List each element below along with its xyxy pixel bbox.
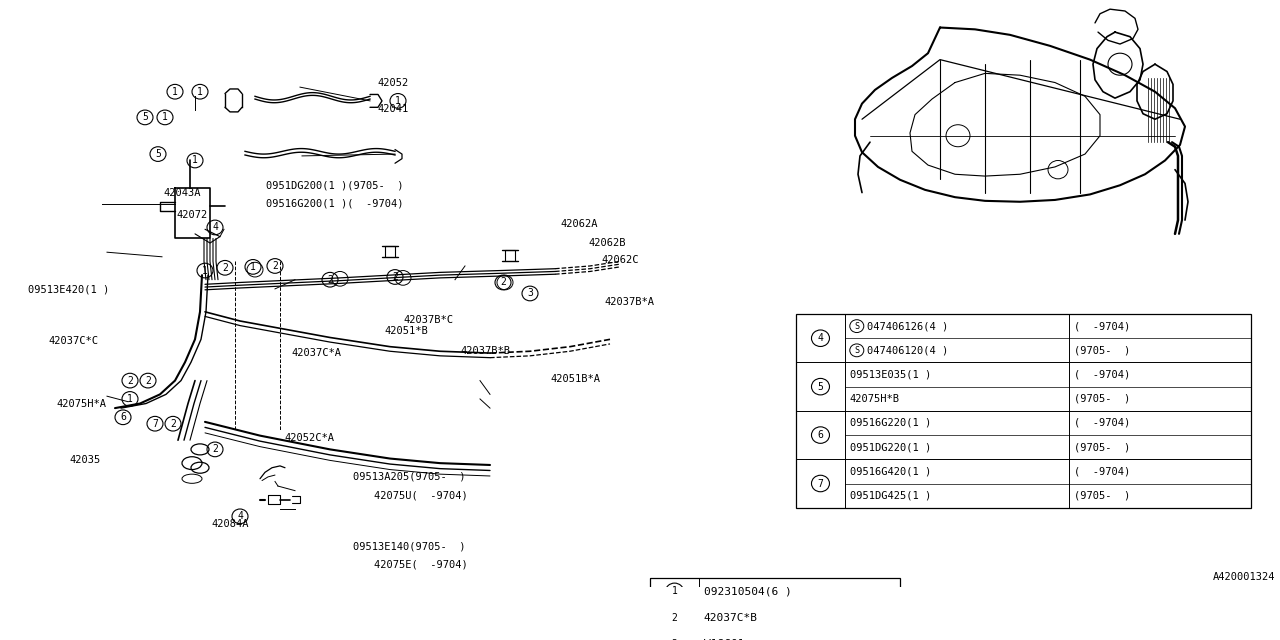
Text: 42052C*A: 42052C*A [284, 433, 334, 443]
Text: 42075U(  -9704): 42075U( -9704) [374, 490, 467, 500]
Text: 7: 7 [152, 419, 157, 429]
Text: 42084A: 42084A [211, 520, 248, 529]
Text: 1: 1 [192, 156, 198, 166]
Text: 092310504(6 ): 092310504(6 ) [704, 586, 791, 596]
Text: 4: 4 [818, 333, 823, 343]
Text: 42037C*C: 42037C*C [49, 336, 99, 346]
Text: 4: 4 [212, 223, 218, 232]
Text: 3: 3 [672, 639, 677, 640]
Text: 42037B*C: 42037B*C [403, 315, 453, 325]
Text: 0951DG220(1 ): 0951DG220(1 ) [850, 442, 931, 452]
Text: 1: 1 [197, 86, 204, 97]
Text: A420001324: A420001324 [1212, 572, 1275, 582]
Text: 42075H*B: 42075H*B [850, 394, 900, 404]
Text: 2: 2 [328, 275, 333, 285]
Text: 2: 2 [672, 612, 677, 623]
Text: 09516G220(1 ): 09516G220(1 ) [850, 418, 931, 428]
Text: (9705-  ): (9705- ) [1074, 394, 1130, 404]
Text: 09513A205(9705-  ): 09513A205(9705- ) [353, 471, 466, 481]
Text: 09513E420(1 ): 09513E420(1 ) [28, 284, 109, 294]
Text: 2: 2 [273, 261, 278, 271]
Text: 2: 2 [212, 444, 218, 454]
Text: 6: 6 [120, 412, 125, 422]
Text: (9705-  ): (9705- ) [1074, 442, 1130, 452]
Text: 5: 5 [142, 113, 148, 122]
Text: 1: 1 [163, 113, 168, 122]
Text: 42037B*B: 42037B*B [461, 346, 511, 356]
Text: 2: 2 [392, 272, 398, 282]
Text: (9705-  ): (9705- ) [1074, 491, 1130, 500]
Text: 1: 1 [202, 266, 207, 276]
Text: 42041: 42041 [378, 104, 408, 115]
Text: S: S [854, 346, 859, 355]
Text: 1: 1 [172, 86, 178, 97]
Text: 42052: 42052 [378, 78, 408, 88]
Text: 42075H*A: 42075H*A [56, 399, 106, 409]
Text: 42062B: 42062B [589, 237, 626, 248]
Text: 42062C: 42062C [602, 255, 639, 266]
Text: 09513E035(1 ): 09513E035(1 ) [850, 369, 931, 380]
Text: 1: 1 [396, 96, 401, 106]
Text: (9705-  ): (9705- ) [1074, 346, 1130, 355]
Text: 5: 5 [818, 381, 823, 392]
Text: 2: 2 [500, 278, 506, 287]
Text: 1: 1 [250, 262, 256, 272]
Text: 42051*B: 42051*B [384, 326, 428, 337]
Text: (  -9704): ( -9704) [1074, 418, 1130, 428]
Text: 1: 1 [127, 394, 133, 404]
Text: 42037C*A: 42037C*A [292, 348, 342, 358]
Text: 42043A: 42043A [164, 188, 201, 198]
Text: 42072: 42072 [177, 209, 207, 220]
Bar [650, 578, 900, 640]
Text: 09516G200(1 )(  -9704): 09516G200(1 )( -9704) [266, 198, 403, 209]
Text: 09516G420(1 ): 09516G420(1 ) [850, 467, 931, 476]
Text: 4: 4 [237, 511, 243, 522]
Text: 09513E140(9705-  ): 09513E140(9705- ) [353, 541, 466, 551]
Text: 2: 2 [127, 376, 133, 386]
Text: 0951DG200(1 )(9705-  ): 0951DG200(1 )(9705- ) [266, 180, 403, 191]
Text: 1: 1 [672, 586, 677, 596]
Text: 2: 2 [221, 263, 228, 273]
Text: 5: 5 [155, 149, 161, 159]
Text: (  -9704): ( -9704) [1074, 467, 1130, 476]
Text: 047406126(4 ): 047406126(4 ) [867, 321, 948, 331]
Text: 42035: 42035 [69, 455, 100, 465]
Text: 3: 3 [527, 289, 532, 298]
Text: 047406120(4 ): 047406120(4 ) [867, 346, 948, 355]
Text: 2: 2 [145, 376, 151, 386]
Text: 0951DG425(1 ): 0951DG425(1 ) [850, 491, 931, 500]
Text: 42075E(  -9704): 42075E( -9704) [374, 560, 467, 570]
Text: 42051B*A: 42051B*A [550, 374, 600, 384]
Text: 42062A: 42062A [561, 219, 598, 229]
Text: (  -9704): ( -9704) [1074, 369, 1130, 380]
Text: S: S [854, 322, 859, 331]
Bar [796, 314, 1251, 508]
Text: 6: 6 [818, 430, 823, 440]
Text: 42037B*A: 42037B*A [604, 297, 654, 307]
Text: W18601: W18601 [704, 639, 745, 640]
Text: 7: 7 [818, 479, 823, 488]
Text: 42037C*B: 42037C*B [704, 612, 758, 623]
Text: (  -9704): ( -9704) [1074, 321, 1130, 331]
Text: 2: 2 [170, 419, 175, 429]
